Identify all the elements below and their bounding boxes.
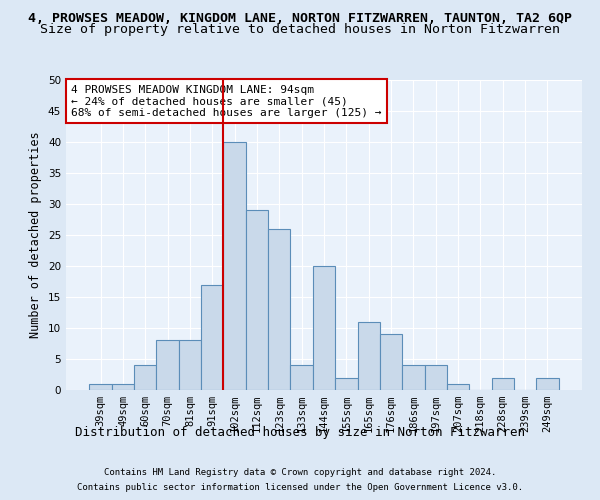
Bar <box>112 384 134 390</box>
Text: Contains HM Land Registry data © Crown copyright and database right 2024.: Contains HM Land Registry data © Crown c… <box>104 468 496 477</box>
Bar <box>402 365 425 390</box>
Bar <box>246 210 268 390</box>
Bar <box>380 334 402 390</box>
Bar <box>268 229 290 390</box>
Bar <box>157 340 179 390</box>
Bar <box>491 378 514 390</box>
Text: 4, PROWSES MEADOW, KINGDOM LANE, NORTON FITZWARREN, TAUNTON, TA2 6QP: 4, PROWSES MEADOW, KINGDOM LANE, NORTON … <box>28 12 572 26</box>
Bar <box>290 365 313 390</box>
Bar <box>223 142 246 390</box>
Bar <box>179 340 201 390</box>
Bar <box>313 266 335 390</box>
Bar <box>358 322 380 390</box>
Bar <box>425 365 447 390</box>
Text: Distribution of detached houses by size in Norton Fitzwarren: Distribution of detached houses by size … <box>75 426 525 439</box>
Bar <box>335 378 358 390</box>
Bar <box>89 384 112 390</box>
Bar <box>536 378 559 390</box>
Bar <box>134 365 157 390</box>
Text: Size of property relative to detached houses in Norton Fitzwarren: Size of property relative to detached ho… <box>40 22 560 36</box>
Bar <box>201 284 223 390</box>
Text: Contains public sector information licensed under the Open Government Licence v3: Contains public sector information licen… <box>77 483 523 492</box>
Y-axis label: Number of detached properties: Number of detached properties <box>29 132 43 338</box>
Bar <box>447 384 469 390</box>
Text: 4 PROWSES MEADOW KINGDOM LANE: 94sqm
← 24% of detached houses are smaller (45)
6: 4 PROWSES MEADOW KINGDOM LANE: 94sqm ← 2… <box>71 84 382 118</box>
